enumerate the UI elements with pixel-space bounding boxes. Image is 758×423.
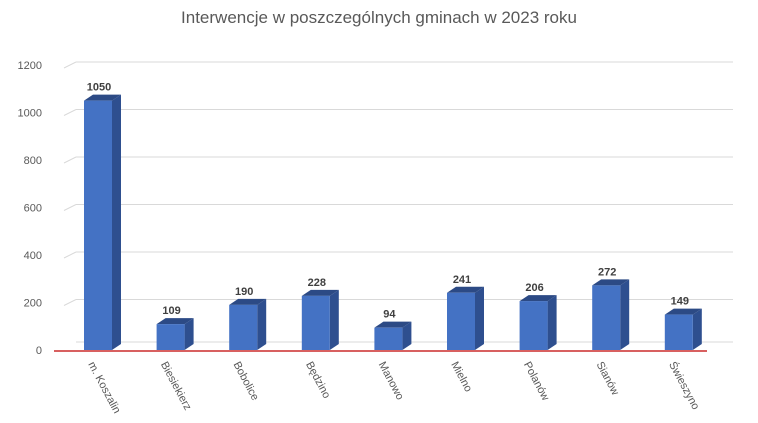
bar-front bbox=[229, 304, 258, 350]
data-label: 149 bbox=[671, 296, 689, 308]
x-tick-label: m. Koszalin bbox=[85, 360, 122, 416]
bar-front bbox=[592, 285, 621, 350]
bar-side bbox=[184, 318, 194, 350]
bar-front bbox=[519, 301, 548, 350]
data-label: 1050 bbox=[87, 82, 111, 94]
bar bbox=[301, 289, 339, 350]
x-tick-label: Będzino bbox=[303, 360, 332, 401]
bar-front bbox=[374, 327, 403, 350]
bar-top bbox=[447, 286, 484, 293]
x-tick-label: Bobolice bbox=[231, 360, 261, 403]
y-tick-label: 600 bbox=[24, 203, 42, 215]
x-tick-label: Sianów bbox=[594, 360, 622, 398]
gridline-connector bbox=[63, 61, 77, 69]
bar-side bbox=[692, 308, 702, 350]
x-tick-label: Świeszyno bbox=[666, 359, 702, 412]
y-tick-label: 200 bbox=[24, 298, 42, 310]
gridline-connector bbox=[63, 251, 77, 259]
bar-side bbox=[329, 289, 339, 350]
data-label: 94 bbox=[383, 309, 396, 321]
y-tick-label: 1200 bbox=[18, 60, 42, 72]
y-tick-label: 400 bbox=[24, 250, 42, 262]
gridline-connector bbox=[63, 299, 77, 306]
chart-title: Interwencje w poszczególnych gminach w 2… bbox=[181, 8, 577, 27]
bar-side bbox=[402, 321, 412, 350]
gridline-connector bbox=[63, 204, 77, 211]
bar bbox=[592, 279, 630, 350]
bar-front bbox=[664, 314, 693, 350]
bar bbox=[447, 286, 484, 350]
gridline-connector bbox=[63, 156, 77, 164]
x-tick-label: Biesiekierz bbox=[158, 360, 194, 413]
bar bbox=[374, 321, 412, 350]
data-label: 272 bbox=[598, 266, 616, 278]
x-tick-label: Manowo bbox=[376, 360, 406, 402]
bar bbox=[84, 94, 121, 350]
y-tick-label: 1000 bbox=[18, 108, 42, 120]
y-tick-label: 800 bbox=[24, 155, 42, 167]
bar-side bbox=[257, 298, 267, 350]
bar-front bbox=[447, 292, 475, 350]
data-label: 228 bbox=[308, 277, 326, 289]
bar-side bbox=[620, 279, 630, 350]
bar-top bbox=[592, 279, 630, 286]
gridline-connector bbox=[63, 109, 77, 116]
bar-top bbox=[301, 289, 339, 296]
bar-side bbox=[112, 94, 121, 350]
data-label: 109 bbox=[162, 305, 180, 317]
bar-side bbox=[475, 286, 484, 350]
bar-top bbox=[519, 295, 557, 302]
bar-front bbox=[301, 295, 330, 350]
bar-top bbox=[664, 308, 702, 315]
x-tick-label: Mielno bbox=[448, 360, 474, 394]
bar-top bbox=[84, 94, 121, 101]
data-label: 206 bbox=[525, 282, 543, 294]
bar-top bbox=[156, 318, 194, 325]
bar-top bbox=[229, 298, 267, 305]
bar-side bbox=[547, 295, 557, 350]
bar bbox=[519, 295, 557, 350]
bar bbox=[229, 298, 267, 350]
bar bbox=[156, 318, 194, 350]
data-label: 241 bbox=[453, 274, 471, 286]
bar bbox=[664, 308, 702, 350]
y-tick-label: 0 bbox=[36, 345, 42, 357]
x-tick-label: Polanów bbox=[521, 360, 551, 403]
bar-front bbox=[84, 100, 112, 350]
bar-front bbox=[156, 324, 185, 350]
bar-top bbox=[374, 321, 412, 328]
data-label: 190 bbox=[235, 286, 253, 298]
